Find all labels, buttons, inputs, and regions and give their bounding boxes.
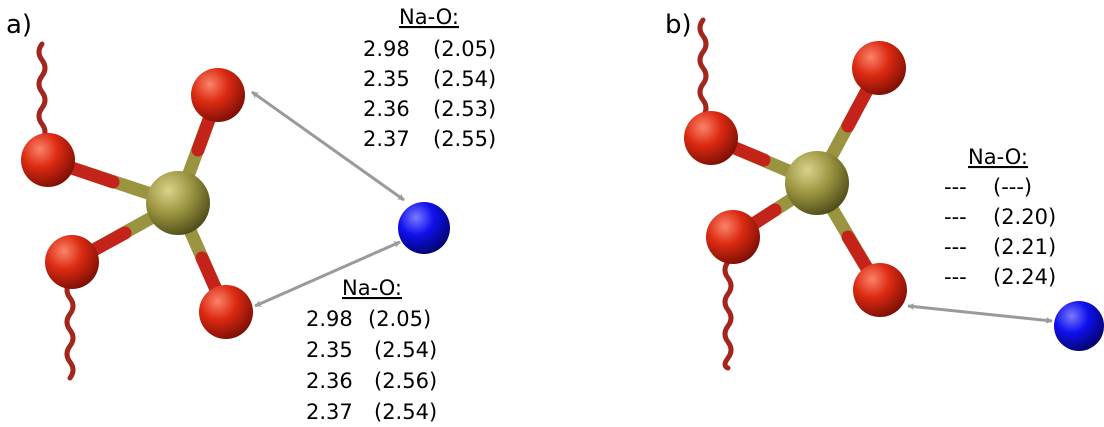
oxygen-atom-left-b xyxy=(684,111,738,165)
distance-value: 2.37 xyxy=(363,127,410,151)
sodium-atom-b xyxy=(1054,301,1104,351)
chain-bottom-b xyxy=(722,259,734,371)
distance-paren-value: (2.56) xyxy=(374,369,437,393)
oxygen-atom-lower-left-a xyxy=(45,235,99,289)
distance-paren-value: (2.05) xyxy=(368,307,431,331)
chain-bottom-a xyxy=(64,279,76,381)
distance-paren-value: (2.54) xyxy=(433,67,496,91)
distance-paren-value: (2.24) xyxy=(993,265,1056,289)
oxygen-atom-lower-right-b xyxy=(853,263,907,317)
distance-paren-value: (2.53) xyxy=(433,97,496,121)
panel-a-label: a) xyxy=(6,10,32,40)
sulfur-atom-b xyxy=(785,151,849,215)
annotation-lower-a: Na-O: 2.98 (2.05) 2.35 (2.54) 2.36 (2.56… xyxy=(306,276,437,424)
annotation-b: Na-O: --- (---) --- (2.20) --- (2.21) --… xyxy=(944,145,1056,289)
distance-value: --- xyxy=(944,265,967,289)
oxygen-atom-left-a xyxy=(21,133,75,187)
distance-paren-value: (2.54) xyxy=(374,400,437,424)
distance-paren-value: (2.21) xyxy=(993,235,1056,259)
annotation-header: Na-O: xyxy=(342,276,402,300)
distance-value: 2.36 xyxy=(306,369,353,393)
distance-value: 2.36 xyxy=(363,97,410,121)
annotation-header: Na-O: xyxy=(968,145,1028,169)
distance-paren-value: (2.05) xyxy=(433,37,496,61)
distance-value: 2.98 xyxy=(363,37,410,61)
sulfur-atom-a xyxy=(146,171,210,235)
distance-value: 2.37 xyxy=(306,400,353,424)
distance-paren-value: (---) xyxy=(993,175,1032,199)
oxygen-atom-lower-left-b xyxy=(706,210,760,264)
arrow-lower-a xyxy=(254,240,401,308)
oxygen-atom-lower-right-a xyxy=(199,285,253,339)
distance-value: --- xyxy=(944,175,967,199)
distance-paren-value: (2.20) xyxy=(993,205,1056,229)
distance-value: --- xyxy=(944,205,967,229)
distance-paren-value: (2.54) xyxy=(374,338,437,362)
panel-b: b) Na-O: --- (---) --- ( xyxy=(665,10,1104,371)
annotation-upper-a: Na-O: 2.98 (2.05) 2.35 (2.54) 2.36 (2.53… xyxy=(363,5,496,151)
panel-a: a) Na-O: 2.98 (2.05) 2.35 xyxy=(6,5,496,424)
panel-b-label: b) xyxy=(665,10,692,40)
sodium-atom-a xyxy=(398,202,450,254)
oxygen-atom-top-b xyxy=(852,41,906,95)
distance-value: --- xyxy=(944,235,967,259)
distance-value: 2.35 xyxy=(363,67,410,91)
arrow-upper-a xyxy=(251,90,405,202)
distance-value: 2.98 xyxy=(306,307,353,331)
oxygen-atom-upper-right-a xyxy=(191,68,245,122)
distance-value: 2.35 xyxy=(306,338,353,362)
arrow-b xyxy=(907,303,1053,324)
distance-paren-value: (2.55) xyxy=(433,127,496,151)
annotation-header: Na-O: xyxy=(399,5,459,29)
